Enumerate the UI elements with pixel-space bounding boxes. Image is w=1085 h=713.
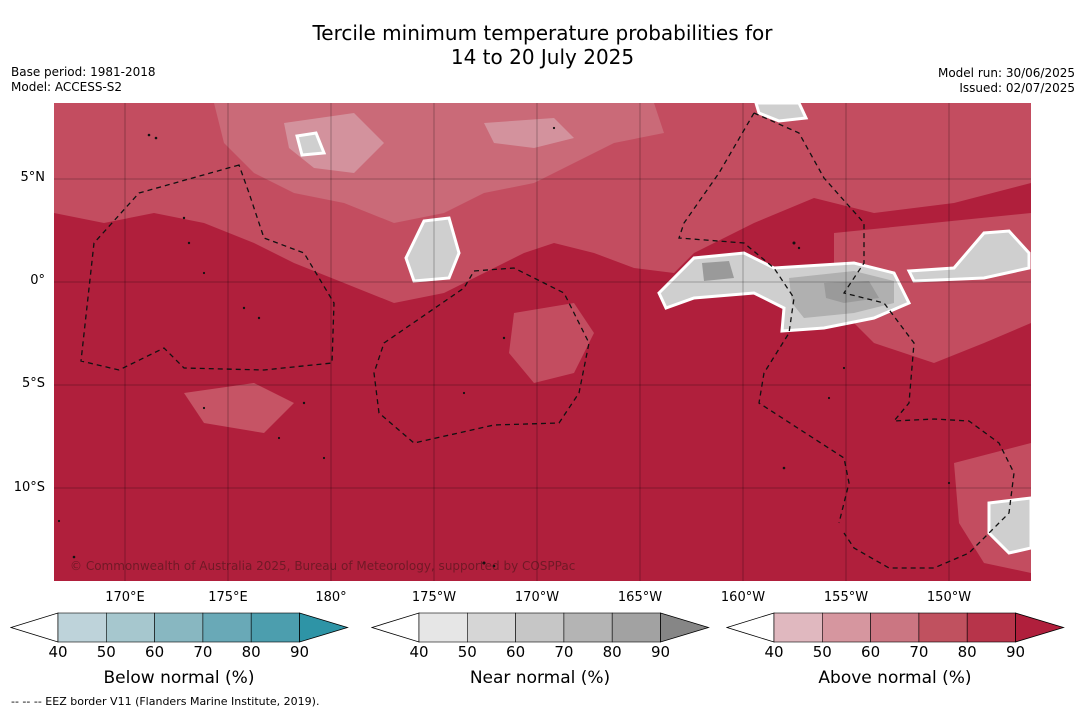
colorbar-segment: [154, 612, 204, 643]
colorbar-segment: [106, 612, 155, 643]
colorbar-tick-label: 90: [289, 643, 310, 661]
colorbar-tick-label: 90: [1005, 643, 1026, 661]
colorbar-tick-label: 60: [506, 643, 526, 661]
colorbar-segment: [773, 612, 823, 643]
colorbar-segment: [918, 612, 968, 643]
above-60-region-south: [184, 383, 294, 433]
near-normal-high-region: [824, 281, 879, 303]
near-normal-region-6: [987, 496, 1031, 555]
colorbar-tick-label: 70: [554, 643, 574, 661]
colorbar-tick-label: 80: [602, 643, 622, 661]
colorbar-tick-label: 90: [650, 643, 671, 661]
lon-label-165w: 165°W: [617, 590, 663, 605]
colorbar-extend-high: [1015, 612, 1065, 643]
title-line-2: 14 to 20 July 2025: [450, 45, 635, 69]
colorbar-segment: [467, 612, 516, 643]
model-run: Model run: 30/06/2025: [937, 66, 1075, 80]
colorbar-tick-label: 80: [241, 643, 261, 661]
graticule: [54, 103, 1031, 581]
colorbar-tick-label: 80: [957, 643, 977, 661]
eez-footnote: -- -- -- EEZ border V11 (Flanders Marine…: [11, 695, 320, 708]
colorbar-segment: [515, 612, 565, 643]
colorbar-segment: [870, 612, 920, 643]
issued-date: Issued: 02/07/2025: [959, 81, 1075, 95]
lat-label-5n: 5°N: [20, 170, 46, 185]
above-normal-label: Above normal (%): [818, 668, 972, 688]
colorbar-extend-low: [726, 612, 775, 643]
colorbar-segment: [202, 612, 252, 643]
meta-right: Model run: 30/06/2025 Issued: 02/07/2025: [938, 66, 1075, 96]
colorbar-extend-low: [371, 612, 420, 643]
colorbar-near-normal: [371, 612, 710, 643]
colorbar-above-normal: [726, 612, 1065, 643]
colorbar-segment: [966, 612, 1016, 643]
above-50-region: [284, 113, 384, 173]
colorbar-tick-label: 60: [145, 643, 165, 661]
colorbar-segment: [250, 612, 300, 643]
colorbar-tick-label: 40: [48, 643, 68, 661]
lat-label-5s: 5°S: [21, 376, 45, 391]
lon-label-170w: 170°W: [514, 590, 560, 605]
colorbar-tick-label: 50: [96, 643, 116, 661]
above-50-region-2: [484, 118, 574, 148]
chart-title: Tercile minimum temperature probabilitie…: [0, 21, 1085, 69]
colorbar-below-normal: [10, 612, 349, 643]
islands: [57, 126, 951, 568]
model-name: Model: ACCESS-S2: [11, 80, 123, 94]
colorbar-tick-label: 40: [764, 643, 784, 661]
colorbar-tick-label: 40: [409, 643, 429, 661]
lon-label-155w: 155°W: [823, 590, 869, 605]
title-line-1: Tercile minimum temperature probabilitie…: [312, 21, 773, 45]
copyright-credit: © Commonwealth of Australia 2025, Bureau…: [70, 559, 576, 573]
probability-map: [54, 103, 1031, 581]
lat-label-0: 0°: [30, 273, 45, 288]
near-normal-label: Near normal (%): [469, 668, 611, 688]
colorbar-tick-label: 50: [457, 643, 477, 661]
colorbar-segment: [57, 612, 107, 643]
near-normal-region-2: [295, 131, 327, 157]
above-70-region-central: [509, 303, 594, 383]
near-normal-region-3: [754, 103, 809, 123]
near-normal-region-5: [906, 229, 1031, 283]
colorbar-tick-label: 70: [909, 643, 929, 661]
colorbar-segment: [418, 612, 468, 643]
below-normal-label: Below normal (%): [103, 668, 255, 688]
base-period: Base period: 1981-2018: [11, 65, 156, 79]
colorbar-segment: [822, 612, 871, 643]
lat-label-10s: 10°S: [13, 480, 45, 495]
lon-label-175w: 175°W: [411, 590, 457, 605]
lon-label-180: 180°: [315, 590, 347, 605]
lon-label-175e: 175°E: [208, 590, 248, 605]
lon-label-170e: 170°E: [105, 590, 145, 605]
colorbar-segment: [563, 612, 613, 643]
near-normal-high-region-2: [702, 261, 734, 281]
colorbar-tick-label: 60: [861, 643, 881, 661]
eez-borders: [80, 112, 1015, 569]
lon-label-160w: 160°W: [720, 590, 766, 605]
colorbar-tick-label: 50: [812, 643, 832, 661]
colorbar-extend-high: [660, 612, 710, 643]
meta-left: Base period: 1981-2018 Model: ACCESS-S2: [11, 65, 156, 95]
colorbar-tick-label: 70: [193, 643, 213, 661]
lon-label-150w: 150°W: [926, 590, 972, 605]
colorbar-extend-high: [299, 612, 349, 643]
colorbar-segment: [611, 612, 661, 643]
colorbar-extend-low: [10, 612, 59, 643]
near-normal-region-1: [404, 216, 461, 283]
